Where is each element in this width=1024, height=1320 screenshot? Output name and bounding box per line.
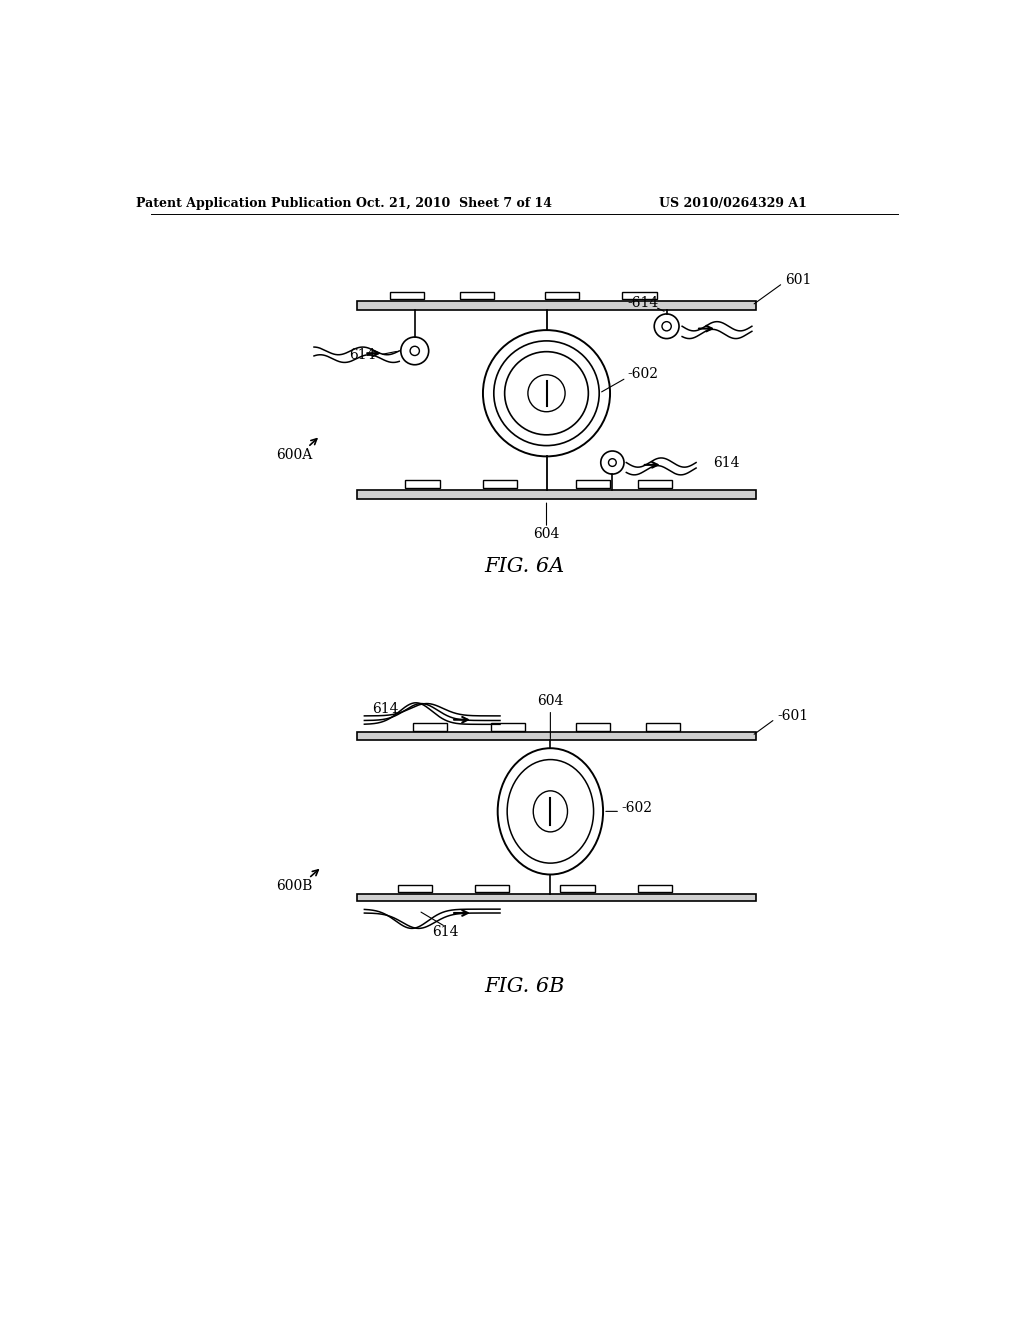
Circle shape [528,375,565,412]
FancyBboxPatch shape [575,480,610,488]
FancyBboxPatch shape [414,723,447,730]
FancyBboxPatch shape [460,292,494,300]
Circle shape [662,322,672,331]
Text: 600A: 600A [276,447,312,462]
Text: 614: 614 [432,925,459,940]
Text: -602: -602 [622,800,652,814]
Text: Oct. 21, 2010  Sheet 7 of 14: Oct. 21, 2010 Sheet 7 of 14 [355,197,552,210]
Text: FIG. 6A: FIG. 6A [484,557,565,576]
FancyBboxPatch shape [545,292,579,300]
FancyBboxPatch shape [406,480,439,488]
FancyBboxPatch shape [356,733,756,739]
FancyBboxPatch shape [623,292,656,300]
Text: FIG. 6B: FIG. 6B [484,977,565,995]
Ellipse shape [534,791,567,832]
FancyBboxPatch shape [560,884,595,892]
Circle shape [410,346,420,355]
FancyBboxPatch shape [390,292,424,300]
FancyBboxPatch shape [646,723,680,730]
Text: 601: 601 [785,273,812,286]
FancyBboxPatch shape [356,894,756,902]
Text: Patent Application Publication: Patent Application Publication [136,197,352,210]
FancyBboxPatch shape [638,884,672,892]
Text: 604: 604 [534,527,560,541]
Text: 614: 614 [372,702,398,715]
Text: -614: -614 [628,296,659,310]
FancyBboxPatch shape [356,490,756,499]
FancyBboxPatch shape [490,723,524,730]
Circle shape [608,459,616,466]
Text: US 2010/0264329 A1: US 2010/0264329 A1 [658,197,807,210]
Text: -602: -602 [628,367,658,381]
FancyBboxPatch shape [575,723,610,730]
Text: 600B: 600B [276,879,312,894]
Text: 614: 614 [349,347,376,362]
FancyBboxPatch shape [483,480,517,488]
Text: 604: 604 [538,694,563,709]
FancyBboxPatch shape [397,884,432,892]
FancyBboxPatch shape [638,480,672,488]
FancyBboxPatch shape [356,301,756,310]
Text: -601: -601 [777,709,809,723]
Text: 614: 614 [713,455,739,470]
FancyBboxPatch shape [475,884,509,892]
